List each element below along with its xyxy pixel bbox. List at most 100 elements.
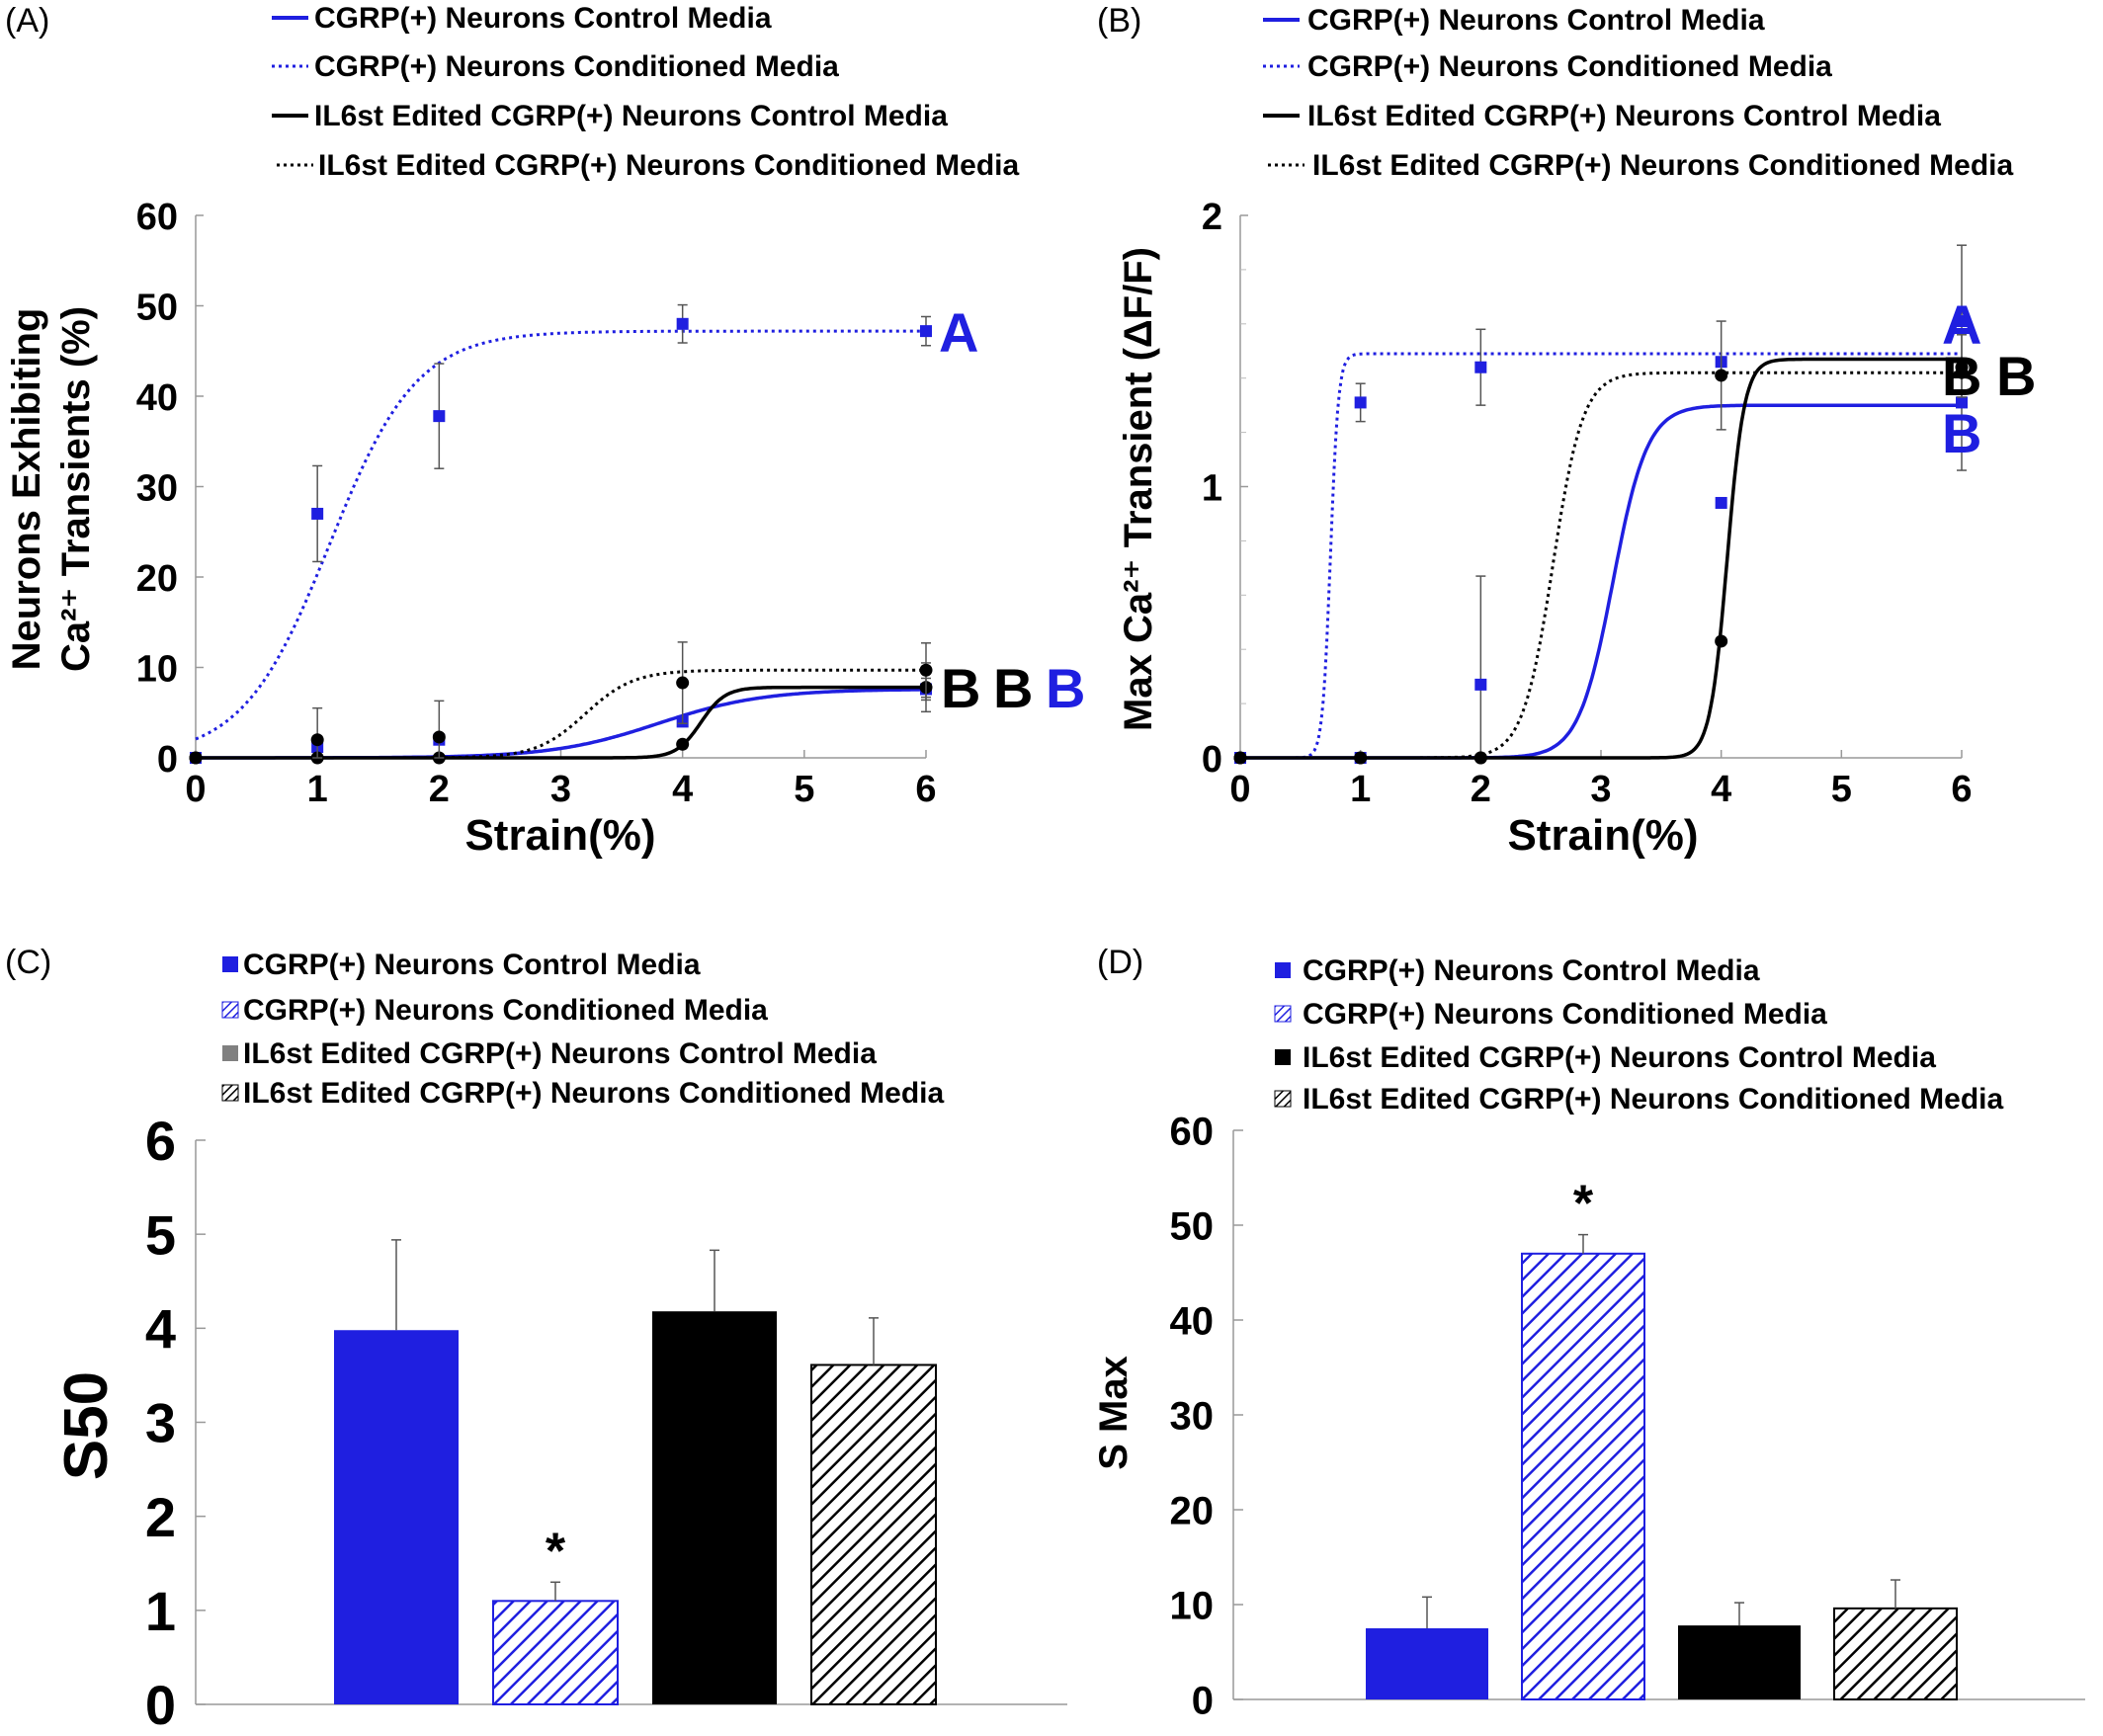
panel-d: CGRP(+) Neurons Control Media CGRP(+) Ne… <box>1092 954 2085 1722</box>
x-tick-label: 1 <box>307 769 328 810</box>
significance-asterisk: * <box>1573 1176 1594 1233</box>
y-tick-label: 30 <box>136 468 178 510</box>
data-point <box>311 507 324 520</box>
panel-label-c: (C) <box>5 944 51 981</box>
legend-b: CGRP(+) Neurons Control Media CGRP(+) Ne… <box>1263 4 2014 182</box>
legend-b-text-4: IL6st Edited CGRP(+) Neurons Conditioned… <box>1312 149 2014 182</box>
legend-b-text-1: CGRP(+) Neurons Control Media <box>1307 4 1765 37</box>
legend-c-text-4: IL6st Edited CGRP(+) Neurons Conditioned… <box>243 1077 945 1110</box>
data-point <box>1715 369 1728 382</box>
legend-c-swatch-2 <box>221 1001 239 1019</box>
x-tick-label: 3 <box>1590 769 1611 810</box>
legend-c-swatch-3 <box>222 1045 238 1061</box>
y-tick-label: 0 <box>145 1674 176 1736</box>
data-point <box>1715 496 1727 509</box>
y-tick-label: 50 <box>136 288 178 329</box>
y-tick-label: 5 <box>145 1203 176 1266</box>
x-axis-title-b: Strain(%) <box>1507 811 1698 860</box>
bar <box>1678 1625 1801 1699</box>
legend-b-text-2: CGRP(+) Neurons Conditioned Media <box>1307 50 1832 83</box>
data-point <box>1354 751 1368 765</box>
y-tick-label: 60 <box>136 197 178 238</box>
data-point <box>1233 751 1247 765</box>
significance-letter: A <box>1942 293 1981 356</box>
legend-c: CGRP(+) Neurons Control Media CGRP(+) Ne… <box>221 949 945 1110</box>
significance-letter: B <box>993 657 1033 719</box>
panel-c: CGRP(+) Neurons Control Media CGRP(+) Ne… <box>52 949 1067 1736</box>
y-tick-label: 10 <box>1170 1584 1215 1627</box>
y-tick-label: 1 <box>1202 468 1222 510</box>
x-tick-label: 6 <box>915 769 936 810</box>
data-point <box>1473 751 1487 765</box>
legend-d: CGRP(+) Neurons Control Media CGRP(+) Ne… <box>1274 954 2004 1116</box>
x-tick-label: 0 <box>1229 769 1250 810</box>
y-tick-label: 0 <box>157 739 178 781</box>
data-point <box>433 410 446 423</box>
bar <box>1366 1628 1488 1699</box>
y-axis-title-a-line1: Neurons Exhibiting <box>5 308 48 671</box>
y-tick-label: 6 <box>145 1110 176 1172</box>
legend-d-text-4: IL6st Edited CGRP(+) Neurons Conditioned… <box>1303 1083 2004 1116</box>
y-tick-label: 60 <box>1170 1110 1215 1153</box>
legend-b-text-3: IL6st Edited CGRP(+) Neurons Control Med… <box>1307 100 1941 132</box>
data-point <box>676 737 690 751</box>
data-point <box>189 751 203 765</box>
data-point <box>920 325 932 338</box>
data-point <box>919 663 933 677</box>
legend-c-swatch-4 <box>221 1084 239 1102</box>
bar <box>810 1364 937 1706</box>
bar <box>334 1330 459 1704</box>
data-point <box>676 317 689 330</box>
y-axis-title-a-line2: Ca²⁺ Transients (%) <box>54 306 98 672</box>
y-tick-label: 40 <box>136 377 178 419</box>
x-tick-label: 2 <box>1471 769 1491 810</box>
y-tick-label: 10 <box>136 649 178 691</box>
legend-d-text-1: CGRP(+) Neurons Control Media <box>1303 954 1760 987</box>
y-tick-label: 20 <box>136 558 178 600</box>
bar <box>1833 1607 1958 1700</box>
bar <box>492 1600 619 1705</box>
x-tick-label: 6 <box>1951 769 1972 810</box>
y-tick-label: 0 <box>1202 739 1222 781</box>
x-tick-label: 4 <box>1711 769 1731 810</box>
y-axis-title-d: S Max <box>1092 1356 1136 1470</box>
x-tick-label: 4 <box>672 769 693 810</box>
legend-a-text-3: IL6st Edited CGRP(+) Neurons Control Med… <box>314 100 948 132</box>
legend-a-text-4: IL6st Edited CGRP(+) Neurons Conditioned… <box>318 149 1020 182</box>
significance-letter: B <box>1046 657 1085 719</box>
y-tick-label: 0 <box>1192 1679 1214 1722</box>
legend-d-swatch-3 <box>1275 1049 1291 1065</box>
legend-d-text-2: CGRP(+) Neurons Conditioned Media <box>1303 998 1827 1031</box>
bar <box>652 1311 777 1704</box>
panel-label-b: (B) <box>1097 2 1141 40</box>
y-tick-label: 4 <box>145 1297 176 1360</box>
data-point <box>1715 634 1728 648</box>
panel-label-d: (D) <box>1097 944 1143 981</box>
x-tick-label: 5 <box>794 769 814 810</box>
fit-curve <box>196 668 926 760</box>
significance-letter: B <box>1942 402 1981 464</box>
significance-letter: B <box>941 657 980 719</box>
x-tick-label: 3 <box>550 769 571 810</box>
data-point <box>1956 315 1968 328</box>
legend-a-text-1: CGRP(+) Neurons Control Media <box>314 2 772 35</box>
y-tick-label: 50 <box>1170 1204 1215 1248</box>
y-tick-label: 20 <box>1170 1489 1215 1532</box>
significance-letter: B <box>1996 345 2036 407</box>
legend-a: CGRP(+) Neurons Control Media CGRP(+) Ne… <box>272 2 1020 182</box>
y-tick-label: 40 <box>1170 1299 1215 1343</box>
x-tick-label: 2 <box>429 769 450 810</box>
data-point <box>1474 361 1487 373</box>
significance-letter: B <box>1942 345 1981 407</box>
panel-b: CGRP(+) Neurons Control Media CGRP(+) Ne… <box>1117 4 2036 860</box>
fit-curve <box>1240 371 1962 760</box>
y-tick-label: 2 <box>1202 197 1222 238</box>
y-tick-label: 30 <box>1170 1394 1215 1438</box>
fit-curve <box>1240 357 1962 760</box>
bar <box>1521 1252 1645 1701</box>
data-point <box>432 730 446 744</box>
legend-d-swatch-2 <box>1274 1005 1292 1023</box>
fit-curve <box>196 688 926 760</box>
data-point <box>1474 678 1487 691</box>
fit-curve <box>195 329 926 741</box>
